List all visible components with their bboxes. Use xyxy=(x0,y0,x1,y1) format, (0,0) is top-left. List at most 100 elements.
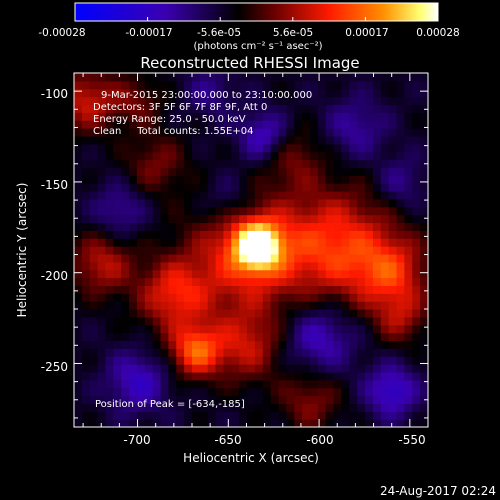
heatmap-cell xyxy=(341,80,350,90)
heatmap-cell xyxy=(136,277,146,286)
heatmap-cell xyxy=(215,309,225,318)
heatmap-cell xyxy=(254,238,264,247)
heatmap-cell xyxy=(168,222,177,231)
heatmap-cell xyxy=(349,198,358,208)
heatmap-cell xyxy=(81,230,91,239)
heatmap-cell xyxy=(239,301,248,310)
heatmap-cell xyxy=(97,214,107,224)
heatmap-cell xyxy=(349,293,358,302)
heatmap-cell xyxy=(341,214,350,224)
heatmap-cell xyxy=(388,120,398,129)
heatmap-cell xyxy=(372,96,382,106)
heatmap-cell xyxy=(278,246,287,255)
heatmap-cell xyxy=(215,120,225,129)
heatmap-cell xyxy=(121,151,130,161)
heatmap-cell xyxy=(278,120,287,129)
heatmap-cell xyxy=(254,269,264,279)
heatmap-cell xyxy=(144,356,154,365)
heatmap-cell xyxy=(231,128,240,137)
heatmap-cell xyxy=(144,253,154,263)
heatmap-cell xyxy=(89,112,99,121)
heatmap-cell xyxy=(333,128,343,137)
heatmap-cell xyxy=(341,183,350,192)
heatmap-cell xyxy=(89,73,99,82)
heatmap-cell xyxy=(302,143,311,153)
heatmap-cell xyxy=(97,206,107,216)
heatmap-cell xyxy=(372,135,382,145)
heatmap-cell xyxy=(223,261,232,271)
heatmap-cell xyxy=(388,411,398,420)
heatmap-cell xyxy=(349,301,358,310)
heatmap-cell xyxy=(121,364,130,373)
heatmap-cell xyxy=(286,120,295,129)
heatmap-cell xyxy=(144,419,154,428)
heatmap-cell xyxy=(270,356,280,365)
heatmap-cell xyxy=(231,135,240,145)
heatmap-cell xyxy=(144,175,154,184)
heatmap-cell xyxy=(247,206,256,216)
heatmap-cell xyxy=(365,222,374,231)
heatmap-cell xyxy=(302,167,311,176)
heatmap-cell xyxy=(254,387,264,397)
heatmap-cell xyxy=(325,301,335,310)
heatmap-cell xyxy=(97,191,107,200)
heatmap-cell xyxy=(184,230,193,239)
heatmap-cell xyxy=(349,285,358,294)
heatmap-cell xyxy=(262,301,272,310)
heatmap-cell xyxy=(412,167,421,176)
heatmap-cell xyxy=(341,253,350,263)
heatmap-cell xyxy=(317,371,327,381)
heatmap-cell xyxy=(420,80,429,90)
heatmap-cell xyxy=(176,340,185,349)
heatmap-cell xyxy=(74,371,83,381)
heatmap-cell xyxy=(129,159,138,168)
heatmap-cell xyxy=(254,411,264,420)
heatmap-cell xyxy=(372,403,382,412)
heatmap-cell xyxy=(286,191,295,200)
heatmap-cell xyxy=(396,88,405,98)
heatmap-cell xyxy=(160,419,169,428)
heatmap-cell xyxy=(325,246,335,255)
heatmap-cell xyxy=(294,379,303,389)
heatmap-cell xyxy=(136,253,146,263)
heatmap-cell xyxy=(113,379,122,389)
heatmap-cell xyxy=(136,340,146,349)
heatmap-cell xyxy=(89,364,99,373)
heatmap-cell xyxy=(105,253,114,263)
heatmap-cell xyxy=(97,135,107,145)
heatmap-cell xyxy=(254,96,264,106)
heatmap-cell xyxy=(239,371,248,381)
heatmap-cell xyxy=(286,183,295,192)
heatmap-cell xyxy=(129,206,138,216)
heatmap-cell xyxy=(160,104,169,113)
heatmap-cell xyxy=(278,332,287,342)
heatmap-cell xyxy=(239,395,248,404)
heatmap-cell xyxy=(325,332,335,342)
heatmap-cell xyxy=(372,269,382,279)
heatmap-cell xyxy=(176,253,185,263)
heatmap-cell xyxy=(81,238,91,247)
heatmap-cell xyxy=(215,293,225,302)
heatmap-cell xyxy=(270,214,280,224)
heatmap-cell xyxy=(333,230,343,239)
heatmap-cell xyxy=(294,246,303,255)
heatmap-cell xyxy=(168,324,177,334)
heatmap-cell xyxy=(302,332,311,342)
heatmap-cell xyxy=(396,348,405,357)
x-tick-label: -650 xyxy=(214,433,241,447)
heatmap-cell xyxy=(310,167,319,176)
heatmap-cell xyxy=(380,159,390,168)
heatmap-cell xyxy=(420,112,429,121)
heatmap-cell xyxy=(372,230,382,239)
heatmap-cell xyxy=(333,246,343,255)
heatmap-cell xyxy=(105,159,114,168)
heatmap-cell xyxy=(81,206,91,216)
heatmap-cell xyxy=(136,403,146,412)
heatmap-cell xyxy=(223,104,232,113)
heatmap-cell xyxy=(176,104,185,113)
heatmap-cell xyxy=(388,128,398,137)
heatmap-cell xyxy=(349,246,358,255)
heatmap-cell xyxy=(215,253,225,263)
heatmap-cell xyxy=(278,112,287,121)
heatmap-cell xyxy=(113,340,122,349)
